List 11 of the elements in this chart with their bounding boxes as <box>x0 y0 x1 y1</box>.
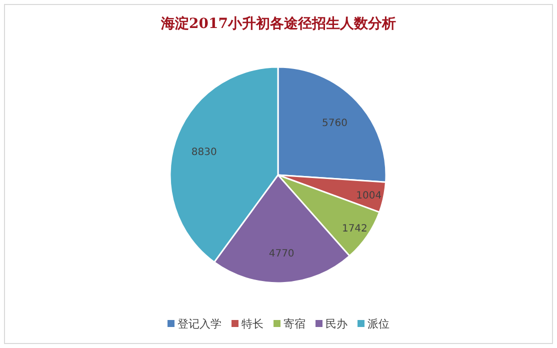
legend-label: 登记入学 <box>178 318 222 330</box>
legend-label: 寄宿 <box>284 318 306 330</box>
data-label: 4770 <box>268 248 294 260</box>
legend-label: 派位 <box>368 318 390 330</box>
data-label: 1004 <box>356 190 382 202</box>
legend-label: 民办 <box>326 318 348 330</box>
data-label: 1742 <box>342 223 368 234</box>
data-label: 5760 <box>322 118 348 129</box>
data-label: 8830 <box>191 146 217 158</box>
legend-label: 特长 <box>242 318 264 330</box>
chart-title: 海淀2017小升初各途径招生人数分析 <box>160 15 396 32</box>
